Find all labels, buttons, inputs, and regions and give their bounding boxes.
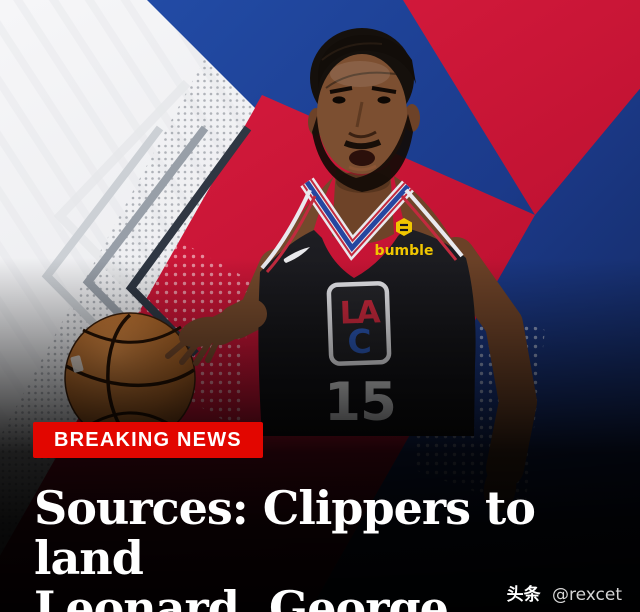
headline: Sources: Clippers to land Leonard, Georg…	[34, 483, 624, 612]
hair-braid-line	[321, 42, 383, 61]
eye-right	[377, 96, 391, 104]
eye-left	[332, 96, 346, 104]
eyebrow-right	[371, 86, 397, 94]
nose-bridge	[355, 101, 364, 128]
headline-line-2: Leonard, George	[34, 581, 449, 612]
watermark: 头条 @rexcet	[507, 580, 622, 605]
nose-base	[348, 130, 377, 139]
breaking-news-badge: BREAKING NEWS	[33, 422, 263, 458]
lower-lip	[348, 164, 377, 172]
player-head	[308, 28, 420, 192]
watermark-brand: 头条	[506, 585, 541, 605]
collar-trim	[300, 177, 414, 261]
hair-braid-line	[325, 71, 397, 89]
face	[317, 54, 407, 174]
forehead-sheen	[330, 61, 390, 87]
watermark-handle: @rexcet	[551, 585, 622, 605]
sponsor-label: bumble	[375, 243, 434, 259]
headline-line-1: Sources: Clippers to land	[34, 481, 536, 585]
mouth	[349, 150, 375, 166]
beard	[312, 114, 413, 192]
mustache	[343, 139, 382, 150]
red-diamond	[403, 0, 640, 215]
eyebrow-left	[329, 86, 353, 94]
bumble-logo-icon	[396, 218, 412, 236]
